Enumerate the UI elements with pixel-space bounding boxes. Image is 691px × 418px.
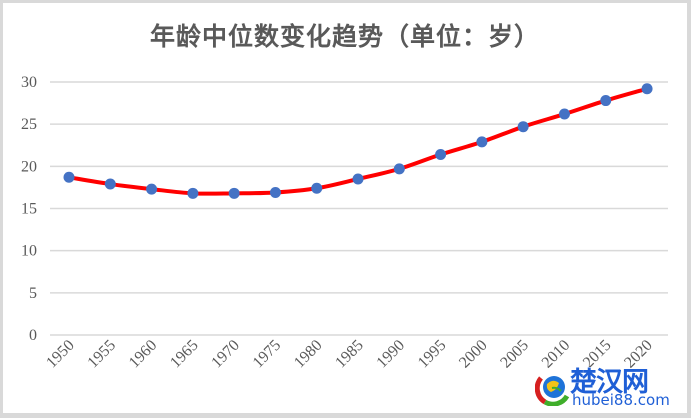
data-point-marker: [352, 173, 364, 185]
x-tick-label: 1950: [43, 337, 78, 372]
data-point-marker: [517, 121, 529, 133]
x-tick-label: 1990: [374, 337, 409, 372]
x-tick-label: 1955: [84, 337, 119, 372]
y-axis-ticks: 0 5 10 15 20 25 30: [21, 74, 37, 344]
x-tick-label: 2000: [456, 337, 491, 372]
globe-logo-icon: [535, 376, 570, 406]
data-point-marker: [558, 108, 570, 120]
data-point-marker: [228, 187, 240, 199]
x-tick-label: 1985: [332, 337, 367, 372]
y-tick-label: 25: [21, 116, 37, 133]
data-point-marker: [476, 136, 488, 148]
y-tick-label: 20: [21, 158, 37, 175]
data-point-marker: [641, 83, 653, 95]
data-point-marker: [435, 149, 447, 161]
y-tick-label: 30: [21, 74, 37, 91]
data-point-marker: [311, 182, 323, 194]
x-tick-label: 1970: [208, 337, 243, 372]
x-tick-label: 1975: [250, 337, 285, 372]
data-point-marker: [393, 163, 405, 175]
chart-title: 年龄中位数变化趋势（单位：岁）: [149, 22, 540, 51]
data-point-marker: [146, 183, 158, 195]
data-markers: [63, 83, 653, 199]
y-tick-label: 10: [21, 243, 37, 260]
x-tick-label: 1965: [167, 337, 202, 372]
data-point-marker: [104, 178, 116, 190]
x-tick-label: 2005: [497, 337, 532, 372]
y-tick-label: 0: [29, 327, 37, 344]
x-tick-label: 1995: [415, 337, 450, 372]
x-tick-label: 1980: [291, 337, 326, 372]
gridlines: [50, 81, 668, 336]
data-point-marker: [269, 186, 281, 198]
y-tick-label: 5: [29, 285, 37, 302]
data-point-marker: [63, 171, 75, 183]
data-point-marker: [600, 95, 612, 107]
y-tick-label: 15: [21, 201, 37, 218]
watermark-logo: 楚汉网 hubei88.com: [530, 360, 690, 412]
data-point-marker: [187, 187, 199, 199]
watermark-cn-text: 楚汉网: [570, 367, 650, 399]
x-tick-label: 1960: [126, 337, 161, 372]
watermark-en-text: hubei88.com: [572, 391, 670, 409]
